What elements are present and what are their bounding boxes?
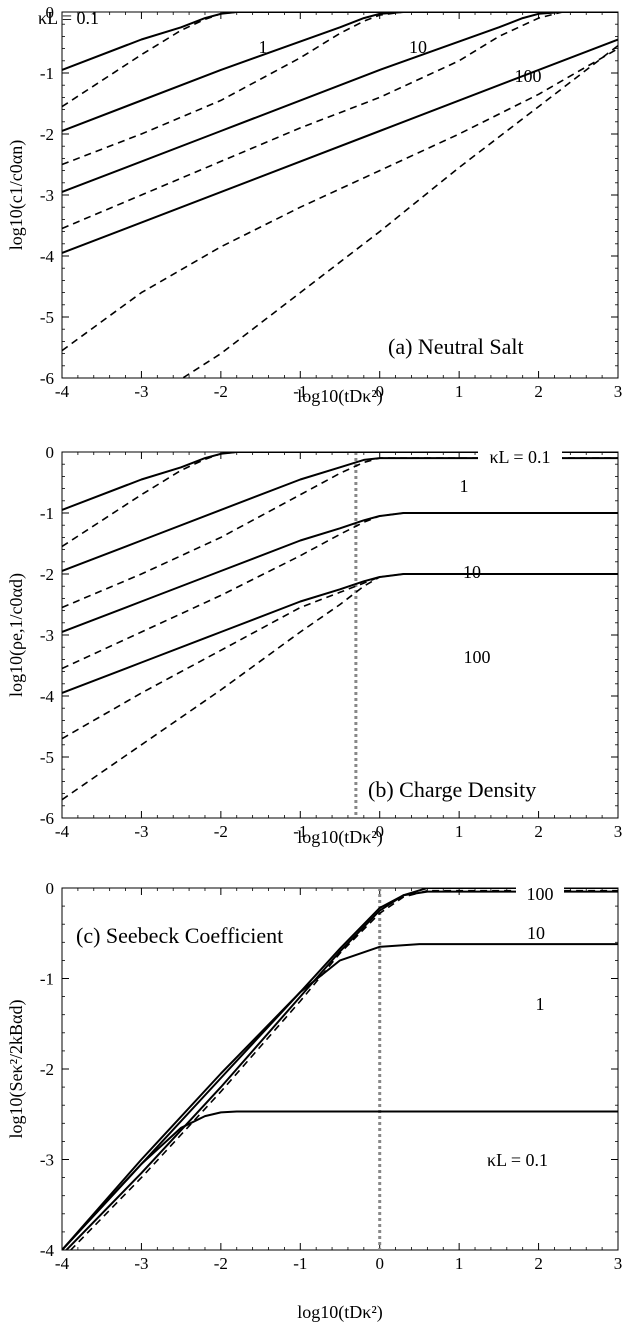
y-tick-label: -5	[40, 308, 54, 327]
panel-title: (c) Seebeck Coefficient	[76, 923, 283, 948]
x-tick-label: 3	[614, 382, 623, 401]
x-tick-label: -4	[55, 822, 70, 841]
x-tick-label: -2	[214, 822, 228, 841]
x-tick-label: -3	[134, 822, 148, 841]
dashed-curve-1	[62, 12, 618, 108]
solid-curve-0	[64, 888, 618, 1250]
x-tick-label: -4	[55, 1254, 70, 1273]
x-axis-label: log10(tDκ²)	[297, 1302, 382, 1323]
solid-curve-4	[62, 1110, 618, 1250]
solid-curve-0	[62, 12, 618, 71]
dashed-curve-8	[181, 44, 618, 378]
chart-panel-b: -4 -3 -2 -1 0 1 2 3 0 -1 -2 -3 -4 -5 -6 κL = 0.1 1 10 100 (…	[6, 443, 622, 848]
y-tick-label: 0	[46, 443, 55, 462]
chart-panel-c: -4 -3 -2 -1 0 1 2 3 0 -1 -2 -3 -4 100 10 1 κL = 0.1 (c) S…	[6, 879, 622, 1323]
y-tick-label: -1	[40, 970, 54, 989]
solid-curve-2	[62, 457, 618, 572]
curve-label-background	[516, 884, 564, 904]
y-axis-label: log10(c1/c0αn)	[6, 140, 27, 250]
x-tick-label: 1	[455, 822, 464, 841]
y-tick-label: -4	[40, 687, 55, 706]
series-group	[62, 452, 618, 801]
curve-label: 10	[409, 37, 427, 57]
y-tick-label: -5	[40, 748, 54, 767]
y-tick-label: -3	[40, 626, 54, 645]
x-tick-label: -1	[293, 382, 307, 401]
x-tick-label: -2	[214, 382, 228, 401]
x-tick-label: 0	[375, 1254, 384, 1273]
curve-label: 100	[515, 66, 542, 86]
panel-title: (b) Charge Density	[368, 777, 536, 802]
x-tick-label: 2	[534, 822, 543, 841]
x-tick-label: -4	[55, 382, 70, 401]
x-tick-label: 1	[455, 1254, 464, 1273]
y-tick-label: -1	[40, 64, 54, 83]
solid-curve-2	[62, 12, 618, 132]
x-tick-label: 0	[375, 822, 384, 841]
y-tick-label: 0	[46, 879, 55, 898]
x-tick-label: 2	[534, 1254, 543, 1273]
curve-label: 10	[463, 562, 481, 582]
x-tick-label: -3	[134, 382, 148, 401]
x-tick-label: -1	[293, 822, 307, 841]
y-tick-label: -3	[40, 186, 54, 205]
x-axis-label: log10(tDκ²)	[297, 827, 382, 848]
dashed-curve-7	[62, 47, 618, 352]
series-group	[62, 12, 618, 378]
y-tick-label: -6	[40, 809, 54, 828]
solid-curve-4	[62, 512, 618, 633]
dashed-curve-3	[62, 457, 618, 609]
y-tick-label: -1	[40, 504, 54, 523]
x-tick-label: -1	[293, 1254, 307, 1273]
y-tick-label: -3	[40, 1151, 54, 1170]
y-tick-label: 0	[46, 3, 55, 22]
y-tick-label: -6	[40, 369, 54, 388]
curve-label: 1	[460, 476, 469, 496]
y-tick-label: -2	[40, 565, 54, 584]
dashed-curve-2	[69, 889, 618, 1250]
dashed-curve-5	[62, 512, 618, 670]
curve-label: κL = 0.1	[489, 447, 550, 467]
curve-label: 100	[464, 647, 491, 667]
y-tick-label: -2	[40, 1060, 54, 1079]
curve-label: 1	[536, 994, 545, 1014]
x-tick-label: 3	[614, 822, 623, 841]
curve-label: κL = 0.1	[38, 8, 99, 28]
curve-label: κL = 0.1	[487, 1150, 548, 1170]
x-tick-label: -3	[134, 1254, 148, 1273]
y-tick-label: -4	[40, 247, 55, 266]
plot-frame	[61, 451, 619, 819]
solid-curve-3	[62, 943, 618, 1250]
solid-curve-1	[62, 890, 618, 1250]
solid-curve-0	[62, 452, 618, 511]
y-tick-label: -2	[40, 125, 54, 144]
panel-title: (a) Neutral Salt	[388, 334, 524, 359]
dashed-curve-3	[62, 12, 618, 166]
x-tick-label: 3	[614, 1254, 623, 1273]
y-axis-label: log10(Seκ²/2kBαd)	[6, 1000, 27, 1139]
x-axis-label: log10(tDκ²)	[297, 386, 382, 407]
y-tick-label: -4	[40, 1241, 55, 1260]
series-group	[62, 888, 618, 1250]
dashed-curve-7	[62, 573, 618, 740]
x-tick-label: 0	[375, 382, 384, 401]
solid-curve-6	[62, 38, 618, 254]
x-tick-label: 2	[534, 382, 543, 401]
dashed-curve-8	[62, 573, 618, 801]
dashed-curve-5	[62, 12, 618, 230]
y-axis-label: log10(ρe,1/c0αd)	[6, 573, 27, 697]
curve-label-background	[478, 447, 562, 467]
curve-label: 10	[527, 923, 545, 943]
x-tick-label: -2	[214, 1254, 228, 1273]
curve-label: 1	[259, 37, 268, 57]
x-tick-label: 1	[455, 382, 464, 401]
curve-label: 100	[527, 884, 554, 904]
chart-panel-a: -4 -3 -2 -1 0 1 2 3 0 -1 -2 -3 -4 -5 -6 κL = 0.1 1 10 100 (…	[6, 3, 622, 407]
